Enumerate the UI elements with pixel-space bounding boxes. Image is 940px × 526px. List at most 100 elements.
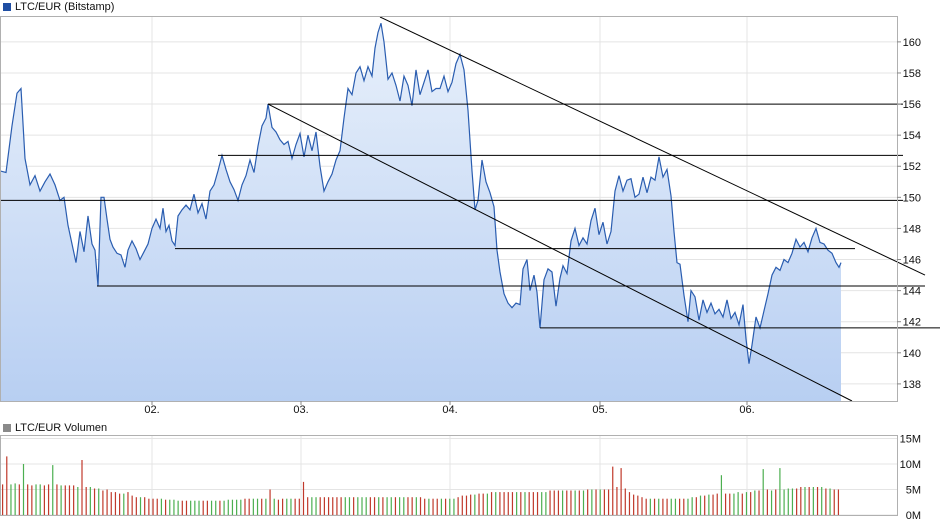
volume-bar — [236, 499, 238, 515]
price-tick-label: 156 — [903, 99, 921, 111]
price-tick-label: 142 — [903, 317, 921, 329]
volume-bar — [511, 492, 514, 515]
volume-bar — [265, 498, 267, 515]
volume-bar — [106, 489, 108, 515]
volume-bar — [449, 498, 451, 515]
volume-bar — [666, 498, 668, 515]
volume-bar — [198, 500, 200, 515]
price-tick-label: 150 — [903, 192, 921, 204]
volume-bar — [507, 492, 509, 515]
volume-bar — [808, 487, 810, 515]
volume-bar — [478, 493, 480, 515]
volume-bar — [591, 489, 593, 515]
volume-bar — [403, 497, 405, 515]
volume-bar — [516, 492, 518, 515]
volume-bar — [365, 497, 367, 515]
volume-bar — [758, 490, 760, 515]
volume-bar — [737, 492, 739, 515]
volume-bar — [599, 489, 601, 515]
volume-bar — [683, 498, 685, 515]
volume-bar — [729, 493, 731, 515]
volume-bar — [240, 499, 242, 515]
volume-bar — [357, 497, 359, 515]
volume-bar — [741, 493, 743, 515]
x-axis: 02. 03. 04. 05. 06. — [144, 401, 755, 416]
volume-bar — [348, 497, 351, 515]
volume-bar — [704, 495, 706, 515]
x-tick-label: 03. — [293, 404, 308, 416]
volume-bar — [549, 490, 551, 515]
volume-bar — [185, 500, 188, 515]
price-line — [0, 23, 842, 364]
volume-bar — [340, 497, 342, 515]
trend-lines — [0, 16, 940, 402]
volume-bar — [206, 500, 208, 515]
volume-bar — [135, 497, 137, 515]
volume-bar — [804, 487, 806, 515]
volume-bar — [382, 497, 384, 515]
volume-bar — [215, 500, 217, 515]
volume-bar — [653, 498, 656, 515]
volume-bar — [102, 490, 104, 515]
volume-legend: LTC/EUR Volumen — [3, 421, 107, 434]
volume-bar — [181, 500, 183, 515]
volume-bar — [816, 487, 819, 515]
volume-bar — [119, 493, 121, 515]
volume-bar — [645, 498, 647, 515]
price-tick-label: 154 — [903, 130, 921, 142]
volume-bar — [353, 497, 355, 515]
volume-bar — [620, 468, 622, 515]
volume-bar — [219, 500, 221, 515]
volume-bar — [712, 494, 714, 515]
volume-frame — [0, 435, 898, 516]
volume-bar — [290, 498, 292, 515]
volume-legend-swatch — [3, 423, 11, 432]
volume-bar — [724, 493, 727, 515]
volume-bar — [77, 487, 79, 515]
volume-bar — [244, 498, 246, 515]
volume-bar — [56, 484, 58, 515]
volume-bar — [520, 492, 522, 515]
volume-bar — [528, 492, 530, 515]
volume-bar — [812, 487, 814, 515]
volume-bar — [311, 497, 313, 515]
x-tick-label: 02. — [144, 404, 159, 416]
volume-bar — [791, 488, 794, 515]
volume-bar — [194, 500, 196, 515]
volume-bar — [637, 495, 639, 515]
volume-bar — [616, 487, 618, 515]
volume-bar — [482, 493, 484, 515]
volume-bar — [89, 487, 91, 515]
volume-bar — [18, 484, 20, 515]
volume-bar — [687, 498, 689, 515]
volume-bar — [39, 484, 41, 515]
volume-bar — [156, 498, 158, 515]
price-axis: 138 140 142 144 146 148 150 152 154 156 158 160 — [897, 37, 921, 391]
volume-bar — [428, 498, 430, 515]
volume-bar — [93, 488, 96, 515]
volume-bar — [319, 497, 321, 515]
price-legend: LTC/EUR (Bitstamp) — [3, 0, 114, 13]
volume-bar — [27, 484, 29, 515]
volume-bars — [2, 456, 840, 515]
volume-bar — [273, 498, 275, 515]
volume-bar — [582, 490, 585, 515]
volume-bar — [22, 464, 25, 515]
volume-bar — [829, 488, 831, 515]
volume-bar — [432, 498, 434, 515]
volume-bar — [566, 490, 568, 515]
volume-bar — [148, 498, 150, 515]
volume-bar — [85, 487, 87, 515]
volume-bar — [419, 497, 422, 515]
volume-bar — [770, 490, 773, 515]
price-legend-label: LTC/EUR (Bitstamp) — [15, 0, 115, 13]
volume-bar — [169, 499, 171, 515]
volume-bar — [603, 489, 605, 515]
volume-bar — [754, 490, 756, 515]
volume-bar — [783, 489, 785, 515]
volume-bar — [336, 497, 338, 515]
volume-bar — [670, 498, 672, 515]
volume-bar — [390, 497, 392, 515]
volume-bar — [173, 499, 175, 515]
volume-bar — [607, 489, 610, 515]
